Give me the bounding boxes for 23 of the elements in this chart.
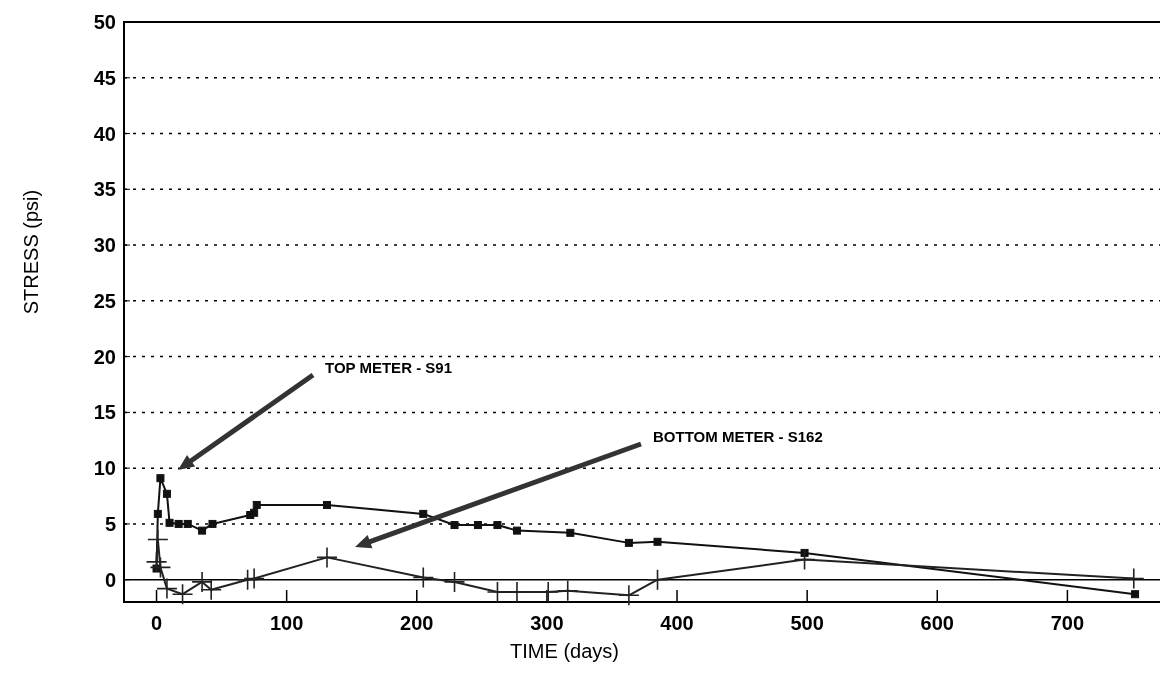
x-tick-label: 600 — [920, 612, 954, 634]
annotation: TOP METER - S91 — [325, 359, 452, 376]
x-axis-title: TIME (days) — [510, 640, 619, 662]
x-tick-label: 400 — [660, 612, 694, 634]
y-tick-label: 10 — [93, 457, 116, 480]
x-tick-label: 700 — [1050, 612, 1085, 634]
y-tick-label: 30 — [93, 234, 116, 257]
x-tick-label: 0 — [150, 612, 163, 634]
y-tick-label: 15 — [93, 401, 116, 424]
y-tick-label: 0 — [104, 568, 116, 591]
y-tick-label: 25 — [93, 289, 116, 312]
y-tick-label: 20 — [93, 345, 116, 368]
x-tick-label: 200 — [400, 612, 434, 634]
y-axis-title: STRESS (psi) — [20, 189, 42, 315]
y-tick-label: 40 — [93, 122, 116, 145]
y-tick-label: 45 — [93, 66, 116, 89]
annotation: BOTTOM METER - S162 — [653, 428, 823, 445]
x-tick-label: 300 — [530, 612, 564, 634]
y-tick-label: 50 — [93, 11, 116, 33]
x-tick-label: 500 — [790, 612, 824, 634]
y-tick-label: 5 — [104, 512, 116, 535]
y-tick-label: 35 — [93, 178, 116, 201]
x-tick-label: 100 — [269, 612, 304, 634]
